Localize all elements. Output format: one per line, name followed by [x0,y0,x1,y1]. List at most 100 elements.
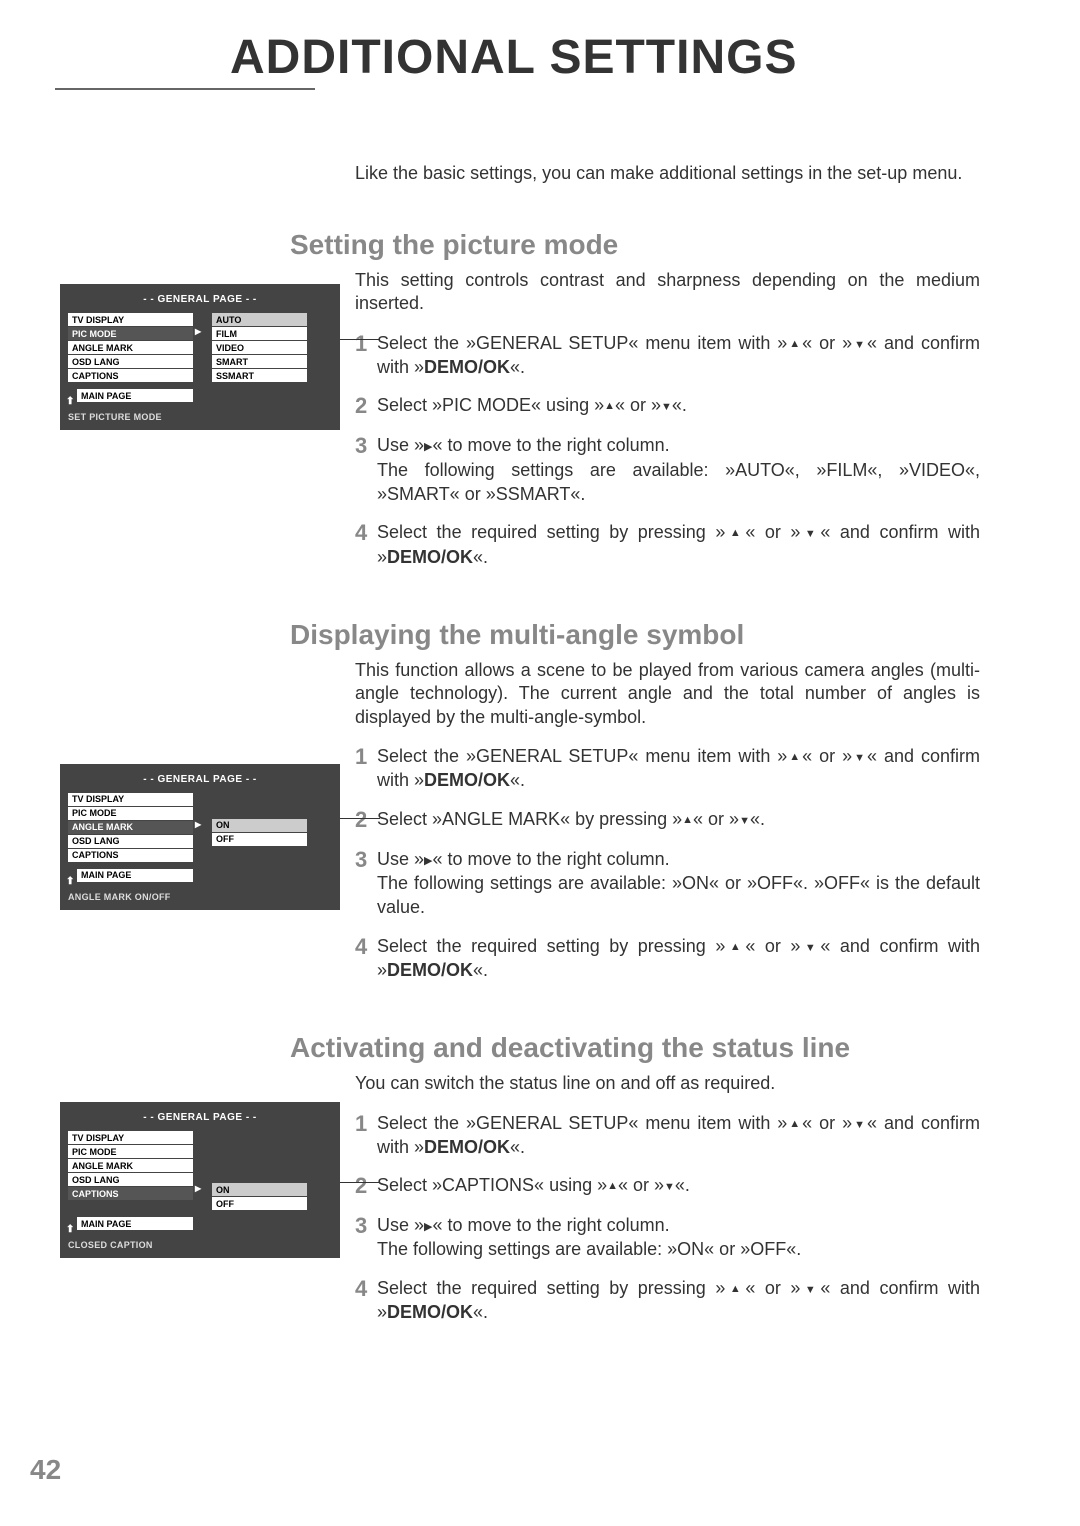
menu-item: ANGLE MARK [68,1159,193,1172]
leader-line [340,818,380,819]
step-list: 1Select the »GENERAL SETUP« menu item wi… [355,744,980,982]
menu-arrow-column: ▶ [193,313,207,383]
step-row: 1Select the »GENERAL SETUP« menu item wi… [355,744,980,793]
leader-line [340,339,380,340]
menu-box-angle-mark: - - GENERAL PAGE - - TV DISPLAY PIC MODE… [60,764,340,910]
menu-left-column: TV DISPLAY PIC MODE ANGLE MARK OSD LANG … [68,793,193,863]
step-num: 4 [355,1276,377,1325]
step-text: Select the required setting by pressing … [377,934,980,983]
section-title: Activating and deactivating the status l… [290,1032,1030,1064]
chevron-right-icon: ▶ [195,327,207,336]
menu-item: OSD LANG [68,1173,193,1186]
menu-item: TV DISPLAY [68,793,193,806]
option-cell: ON [212,1183,307,1196]
menu-item: CAPTIONS [68,369,193,382]
menu-item: PIC MODE [68,1145,193,1158]
step-text: Select »PIC MODE« using »« or »«. [377,393,980,419]
step-num: 2 [355,393,377,419]
step-row: 3Use »« to move to the right column.The … [355,847,980,920]
menu-main-page: MAIN PAGE [77,1217,193,1230]
menu-item: TV DISPLAY [68,313,193,326]
step-list: 1Select the »GENERAL SETUP« menu item wi… [355,331,980,569]
menu-item: PIC MODE [68,807,193,820]
arrow-up-icon: ⬆ [66,1224,74,1235]
menu-item-selected: PIC MODE [68,327,193,340]
option-cell: ON [212,819,307,832]
menu-right-column: ON OFF [212,1131,307,1211]
menu-box-captions: - - GENERAL PAGE - - TV DISPLAY PIC MODE… [60,1102,340,1258]
option-cell: OFF [212,1197,307,1210]
menu-header: - - GENERAL PAGE - - [68,294,332,305]
step-row: 1Select the »GENERAL SETUP« menu item wi… [355,331,980,380]
menu-header: - - GENERAL PAGE - - [68,774,332,785]
menu-footer: ANGLE MARK ON/OFF [68,892,332,902]
option-cell: SSMART [212,369,307,382]
option-cell: SMART [212,355,307,368]
page-title: ADDITIONAL SETTINGS [50,30,1030,103]
step-row: 2Select »ANGLE MARK« by pressing »« or »… [355,807,980,833]
step-num: 4 [355,934,377,983]
menu-arrow-column: ▶ [193,1131,207,1211]
chevron-right-icon: ▶ [195,1184,207,1193]
menu-main-page: MAIN PAGE [77,869,193,882]
menu-box-pic-mode: - - GENERAL PAGE - - TV DISPLAY PIC MODE… [60,284,340,430]
menu-item-selected: CAPTIONS [68,1187,193,1200]
option-cell: AUTO [212,313,307,326]
menu-item: OSD LANG [68,835,193,848]
section-desc: You can switch the status line on and of… [355,1072,980,1095]
menu-left-column: TV DISPLAY PIC MODE ANGLE MARK OSD LANG … [68,313,193,383]
step-num: 3 [355,1213,377,1262]
menu-footer: CLOSED CAPTION [68,1240,332,1250]
section-title: Setting the picture mode [290,229,1030,261]
step-text: Use »« to move to the right column.The f… [377,847,980,920]
option-cell: OFF [212,833,307,846]
section-multi-angle: Displaying the multi-angle symbol This f… [50,619,1030,982]
menu-right-column: AUTO FILM VIDEO SMART SSMART [212,313,307,383]
title-underline [55,88,315,90]
option-cell: FILM [212,327,307,340]
step-row: 3Use »« to move to the right column.The … [355,1213,980,1262]
menu-right-column: ON OFF [212,793,307,863]
step-row: 4Select the required setting by pressing… [355,1276,980,1325]
menu-footer: SET PICTURE MODE [68,412,332,422]
step-row: 2Select »PIC MODE« using »« or »«. [355,393,980,419]
step-text: Use »« to move to the right column.The f… [377,1213,980,1262]
page-number: 42 [30,1454,61,1486]
menu-item: OSD LANG [68,355,193,368]
step-text: Select the »GENERAL SETUP« menu item wit… [377,744,980,793]
menu-item: TV DISPLAY [68,1131,193,1144]
section-title: Displaying the multi-angle symbol [290,619,1030,651]
leader-line [340,1182,380,1183]
step-row: 4Select the required setting by pressing… [355,520,980,569]
chevron-right-icon: ▶ [195,820,207,829]
step-text: Select the required setting by pressing … [377,520,980,569]
step-text: Select »ANGLE MARK« by pressing »« or »«… [377,807,980,833]
step-num: 4 [355,520,377,569]
section-picture-mode: Setting the picture mode This setting co… [50,229,1030,569]
menu-item: ANGLE MARK [68,341,193,354]
menu-item-selected: ANGLE MARK [68,821,193,834]
option-cell: VIDEO [212,341,307,354]
section-desc: This function allows a scene to be playe… [355,659,980,729]
step-num: 1 [355,1111,377,1160]
menu-item: CAPTIONS [68,849,193,862]
step-num: 3 [355,847,377,920]
step-num: 1 [355,744,377,793]
step-row: 1Select the »GENERAL SETUP« menu item wi… [355,1111,980,1160]
step-row: 3Use »« to move to the right column.The … [355,433,980,506]
step-list: 1Select the »GENERAL SETUP« menu item wi… [355,1111,980,1325]
step-num: 2 [355,807,377,833]
step-text: Use »« to move to the right column.The f… [377,433,980,506]
step-text: Select »CAPTIONS« using »« or »«. [377,1173,980,1199]
menu-arrow-column: ▶ [193,793,207,863]
menu-header: - - GENERAL PAGE - - [68,1112,332,1123]
menu-main-page: MAIN PAGE [77,389,193,402]
step-num: 2 [355,1173,377,1199]
step-text: Select the »GENERAL SETUP« menu item wit… [377,331,980,380]
arrow-up-icon: ⬆ [66,396,74,407]
step-text: Select the required setting by pressing … [377,1276,980,1325]
step-text: Select the »GENERAL SETUP« menu item wit… [377,1111,980,1160]
step-row: 4Select the required setting by pressing… [355,934,980,983]
section-status-line: Activating and deactivating the status l… [50,1032,1030,1324]
step-row: 2Select »CAPTIONS« using »« or »«. [355,1173,980,1199]
